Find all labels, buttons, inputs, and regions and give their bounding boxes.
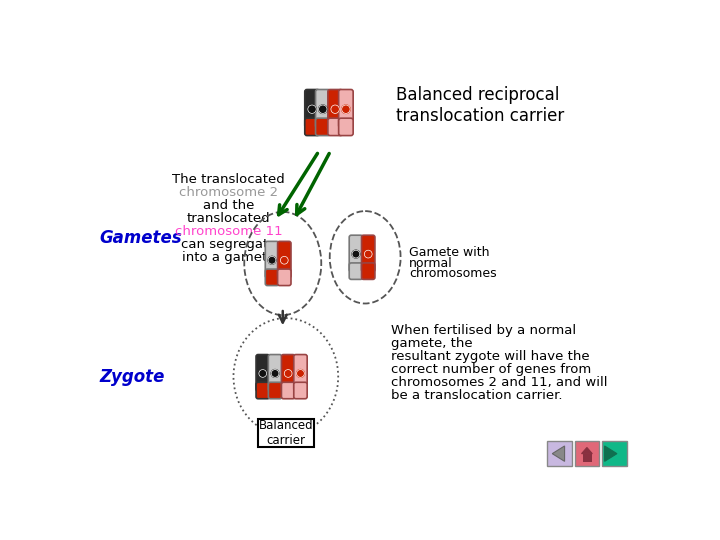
Circle shape (259, 369, 266, 377)
Polygon shape (605, 446, 617, 461)
Circle shape (284, 369, 292, 377)
FancyBboxPatch shape (361, 263, 375, 279)
Polygon shape (582, 448, 593, 454)
Text: gamete, the: gamete, the (390, 336, 472, 349)
Circle shape (268, 256, 276, 264)
Text: into a gamete: into a gamete (182, 251, 276, 264)
Circle shape (271, 369, 279, 377)
FancyBboxPatch shape (315, 118, 330, 136)
Text: Zygote: Zygote (99, 368, 165, 386)
Text: Gamete with: Gamete with (409, 246, 490, 259)
FancyBboxPatch shape (305, 90, 319, 127)
FancyBboxPatch shape (583, 454, 593, 462)
Text: When fertilised by a normal: When fertilised by a normal (390, 323, 576, 336)
Circle shape (280, 256, 288, 264)
Text: chromosome 2: chromosome 2 (179, 186, 279, 199)
Polygon shape (552, 446, 564, 461)
Circle shape (331, 105, 339, 113)
Text: The translocated: The translocated (173, 173, 285, 186)
Text: Gametes: Gametes (99, 229, 182, 247)
Circle shape (364, 250, 372, 258)
Text: correct number of genes from: correct number of genes from (390, 363, 591, 376)
Circle shape (308, 105, 316, 113)
Circle shape (352, 250, 360, 258)
FancyBboxPatch shape (338, 90, 353, 127)
FancyBboxPatch shape (258, 419, 314, 447)
FancyBboxPatch shape (575, 441, 599, 466)
FancyBboxPatch shape (349, 263, 363, 279)
Text: be a translocation carrier.: be a translocation carrier. (390, 389, 562, 402)
Text: and the: and the (203, 199, 255, 212)
FancyBboxPatch shape (265, 241, 279, 278)
Text: chromosomes 2 and 11, and will: chromosomes 2 and 11, and will (390, 376, 607, 389)
FancyBboxPatch shape (315, 90, 330, 127)
FancyBboxPatch shape (278, 241, 291, 278)
FancyBboxPatch shape (361, 235, 375, 272)
FancyBboxPatch shape (338, 118, 353, 136)
FancyBboxPatch shape (294, 382, 307, 399)
FancyBboxPatch shape (547, 441, 572, 466)
FancyBboxPatch shape (328, 118, 343, 136)
FancyBboxPatch shape (282, 382, 295, 399)
Circle shape (297, 369, 305, 377)
FancyBboxPatch shape (282, 355, 295, 391)
Circle shape (318, 105, 327, 113)
Text: resultant zygote will have the: resultant zygote will have the (390, 350, 589, 363)
Circle shape (342, 105, 350, 113)
FancyBboxPatch shape (256, 382, 269, 399)
FancyBboxPatch shape (265, 269, 279, 286)
Text: can segregate: can segregate (181, 238, 276, 251)
FancyBboxPatch shape (328, 90, 343, 127)
FancyBboxPatch shape (278, 269, 291, 286)
FancyBboxPatch shape (256, 355, 269, 391)
Text: chromosome 11: chromosome 11 (175, 225, 283, 238)
FancyBboxPatch shape (269, 355, 282, 391)
Text: translocated: translocated (187, 212, 271, 225)
Text: chromosomes: chromosomes (409, 267, 497, 280)
FancyBboxPatch shape (269, 382, 282, 399)
FancyBboxPatch shape (305, 118, 319, 136)
FancyBboxPatch shape (603, 441, 627, 466)
FancyBboxPatch shape (349, 235, 363, 272)
Text: normal: normal (409, 256, 453, 269)
FancyBboxPatch shape (294, 355, 307, 391)
Text: Balanced
carrier: Balanced carrier (258, 419, 313, 447)
Text: Balanced reciprocal
translocation carrier: Balanced reciprocal translocation carrie… (396, 86, 564, 125)
